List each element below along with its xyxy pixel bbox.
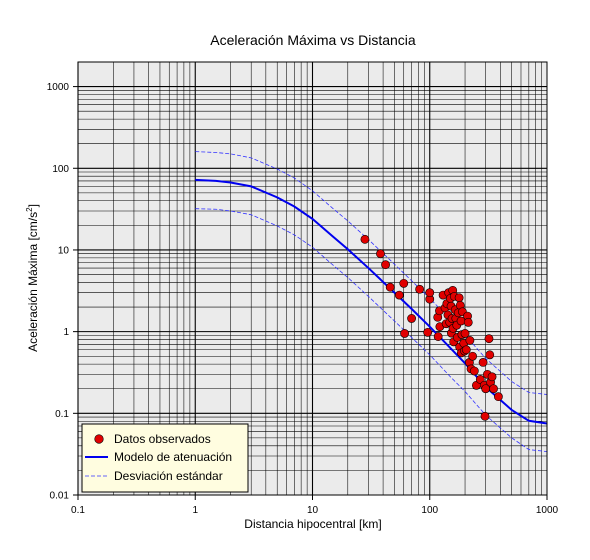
observed-point: [415, 284, 425, 294]
observed-point: [399, 278, 409, 288]
observed-point: [485, 350, 495, 360]
observed-point: [394, 290, 404, 300]
y-tick-label: 1: [63, 327, 69, 338]
x-tick-label: 100: [421, 505, 438, 516]
observed-point: [385, 282, 395, 292]
x-tick-label: 0.1: [71, 505, 85, 516]
y-tick-label: 0.1: [55, 409, 69, 420]
observed-point: [468, 351, 478, 361]
observed-point: [454, 293, 464, 303]
x-tick-label: 1000: [536, 505, 559, 516]
observed-point: [360, 234, 370, 244]
observed-point: [400, 329, 409, 338]
legend-label-observed: Datos observados: [114, 432, 211, 446]
observed-point: [381, 260, 390, 270]
legend: Datos observados Modelo de atenuación De…: [81, 423, 249, 493]
y-axis-title-end: ]: [26, 204, 40, 207]
observed-point: [433, 332, 443, 341]
x-tick-label: 1: [192, 505, 198, 516]
observed-point: [463, 317, 473, 327]
observed-point: [478, 358, 488, 367]
legend-label-model: Modelo de atenuación: [114, 450, 232, 464]
observed-point: [460, 329, 470, 338]
y-tick-label: 1000: [47, 82, 70, 93]
observed-point: [469, 366, 479, 376]
y-tick-label: 0.01: [50, 491, 70, 502]
legend-marker-observed: [94, 434, 104, 444]
x-tick-label: 10: [307, 505, 319, 516]
observed-data-points: [360, 234, 503, 421]
y-axis-title-main: Aceleración Máxima [cm/s: [26, 212, 40, 352]
observed-point: [493, 392, 503, 402]
observed-point: [376, 249, 385, 259]
legend-label-std: Desviación estándar: [114, 469, 223, 483]
y-axis-title-superscript: 2: [25, 207, 34, 212]
observed-point: [425, 288, 435, 298]
observed-point: [480, 411, 490, 421]
chart-title: Aceleración Máxima vs Distancia: [210, 32, 416, 48]
y-tick-label: 10: [58, 245, 70, 256]
axis-ticks: [73, 86, 548, 500]
observed-point: [489, 384, 498, 394]
x-axis-title: Distancia hipocentral [km]: [244, 517, 381, 531]
observed-point: [423, 327, 433, 337]
observed-point: [484, 334, 494, 344]
observed-point: [461, 345, 471, 355]
y-axis-title: Aceleración Máxima [cm/s2]: [25, 204, 40, 352]
observed-point: [487, 372, 497, 382]
legend-box: [81, 423, 249, 493]
y-tick-label: 100: [52, 164, 69, 175]
observed-point: [407, 314, 416, 323]
observed-point: [465, 336, 475, 345]
